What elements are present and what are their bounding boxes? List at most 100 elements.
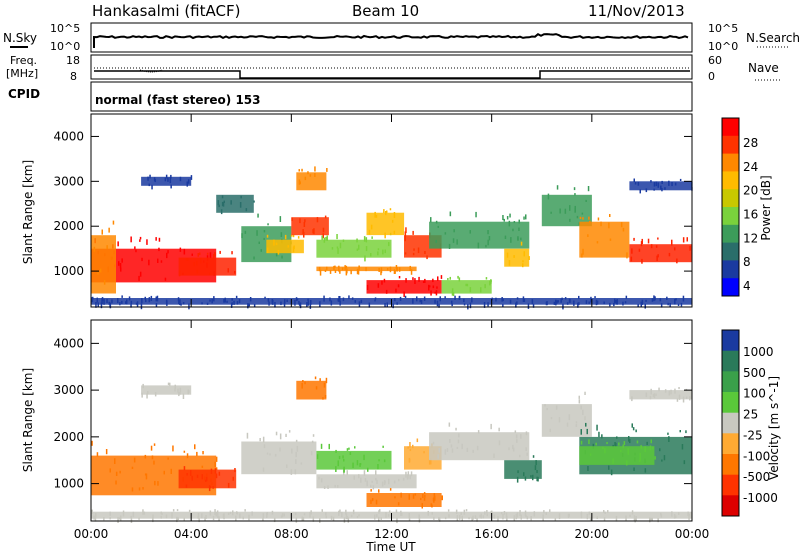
velocity-speck bbox=[650, 388, 652, 395]
colorbar-segment bbox=[722, 260, 739, 279]
velocity-speck bbox=[160, 515, 162, 519]
nsky-series bbox=[93, 33, 689, 48]
velocity-speck bbox=[153, 460, 155, 465]
velocity-speck bbox=[650, 517, 652, 521]
power-speck bbox=[247, 303, 249, 309]
power-speck bbox=[513, 255, 515, 258]
power-speck bbox=[292, 234, 295, 238]
velocity-speck bbox=[343, 458, 345, 462]
velocity-speck bbox=[246, 432, 249, 439]
velocity-speck bbox=[631, 510, 634, 515]
velocity-speck bbox=[633, 467, 635, 471]
power-speck bbox=[244, 230, 247, 234]
power-speck bbox=[209, 299, 211, 302]
velocity-speck bbox=[152, 516, 154, 523]
velocity-speck bbox=[535, 460, 537, 466]
ytick-label: 4000 bbox=[53, 129, 84, 143]
velocity-speck bbox=[519, 454, 521, 458]
power-speck bbox=[170, 174, 172, 179]
date-label: 11/Nov/2013 bbox=[588, 2, 685, 20]
power-speck bbox=[564, 208, 567, 214]
velocity-speck bbox=[142, 487, 144, 490]
velocity-speck bbox=[204, 516, 206, 521]
power-speck bbox=[138, 275, 140, 281]
velocity-speck bbox=[663, 455, 666, 461]
power-speck bbox=[404, 231, 407, 237]
power-speck bbox=[689, 245, 691, 251]
velocity-speck bbox=[348, 447, 350, 450]
velocity-speck bbox=[544, 404, 546, 407]
velocity-speck bbox=[433, 516, 435, 520]
power-speck bbox=[179, 176, 182, 182]
velocity-cell bbox=[241, 441, 317, 475]
velocity-speck bbox=[645, 392, 648, 398]
power-speck bbox=[139, 271, 142, 277]
power-speck bbox=[323, 295, 325, 302]
power-speck bbox=[466, 283, 469, 287]
colorbar-tick-label: -1000 bbox=[743, 491, 778, 505]
velocity-speck bbox=[608, 465, 610, 470]
power-speck bbox=[577, 302, 579, 308]
power-speck bbox=[183, 248, 186, 255]
velocity-speck bbox=[370, 484, 372, 488]
power-speck bbox=[449, 276, 451, 280]
power-speck bbox=[150, 295, 153, 301]
velocity-cell bbox=[504, 460, 542, 479]
power-speck bbox=[383, 209, 385, 213]
velocity-speck bbox=[512, 447, 515, 452]
velocity-speck bbox=[396, 517, 398, 524]
power-speck bbox=[420, 299, 423, 304]
power-speck bbox=[573, 187, 576, 191]
velocity-speck bbox=[533, 511, 536, 517]
power-cell bbox=[91, 235, 116, 294]
velocity-speck bbox=[649, 445, 652, 451]
velocity-speck bbox=[639, 459, 641, 462]
power-speck bbox=[356, 238, 358, 243]
power-speck bbox=[155, 303, 158, 307]
velocity-speck bbox=[408, 494, 410, 500]
velocity-cell bbox=[141, 385, 192, 395]
colorbar-segment bbox=[722, 135, 739, 155]
velocity-speck bbox=[580, 429, 582, 435]
power-speck bbox=[484, 284, 486, 289]
power-speck bbox=[389, 208, 392, 211]
velocity-speck bbox=[345, 509, 347, 515]
colorbar-tick-label: 4 bbox=[743, 279, 751, 293]
power-speck bbox=[386, 302, 388, 308]
power-speck bbox=[266, 234, 269, 238]
velocity-speck bbox=[353, 475, 355, 480]
power-speck bbox=[454, 295, 456, 300]
velocity-speck bbox=[543, 510, 545, 514]
velocity-speck bbox=[347, 517, 350, 523]
velocity-speck bbox=[610, 469, 613, 476]
velocity-speck bbox=[602, 446, 604, 450]
velocity-speck bbox=[352, 462, 354, 468]
velocity-speck bbox=[558, 417, 561, 423]
velocity-speck bbox=[524, 510, 527, 517]
power-speck bbox=[223, 200, 225, 203]
velocity-speck bbox=[622, 444, 624, 448]
velocity-speck bbox=[620, 449, 622, 453]
velocity-speck bbox=[358, 474, 360, 479]
power-speck bbox=[434, 291, 436, 294]
power-speck bbox=[374, 299, 376, 302]
power-speck bbox=[650, 244, 653, 249]
power-speck bbox=[319, 269, 322, 276]
power-speck bbox=[603, 301, 605, 305]
velocity-speck bbox=[466, 447, 469, 452]
power-speck bbox=[299, 302, 302, 309]
velocity-speck bbox=[584, 416, 586, 421]
velocity-speck bbox=[146, 393, 148, 399]
velocity-speck bbox=[96, 452, 99, 457]
power-speck bbox=[97, 302, 99, 308]
velocity-speck bbox=[346, 515, 349, 520]
velocity-speck bbox=[568, 414, 571, 421]
velocity-speck bbox=[614, 442, 616, 447]
power-speck bbox=[233, 300, 235, 305]
velocity-speck bbox=[197, 513, 200, 519]
velocity-speck bbox=[360, 477, 362, 483]
power-speck bbox=[633, 178, 635, 182]
power-speck bbox=[299, 218, 301, 224]
power-speck bbox=[314, 166, 316, 172]
power-speck bbox=[155, 237, 157, 241]
